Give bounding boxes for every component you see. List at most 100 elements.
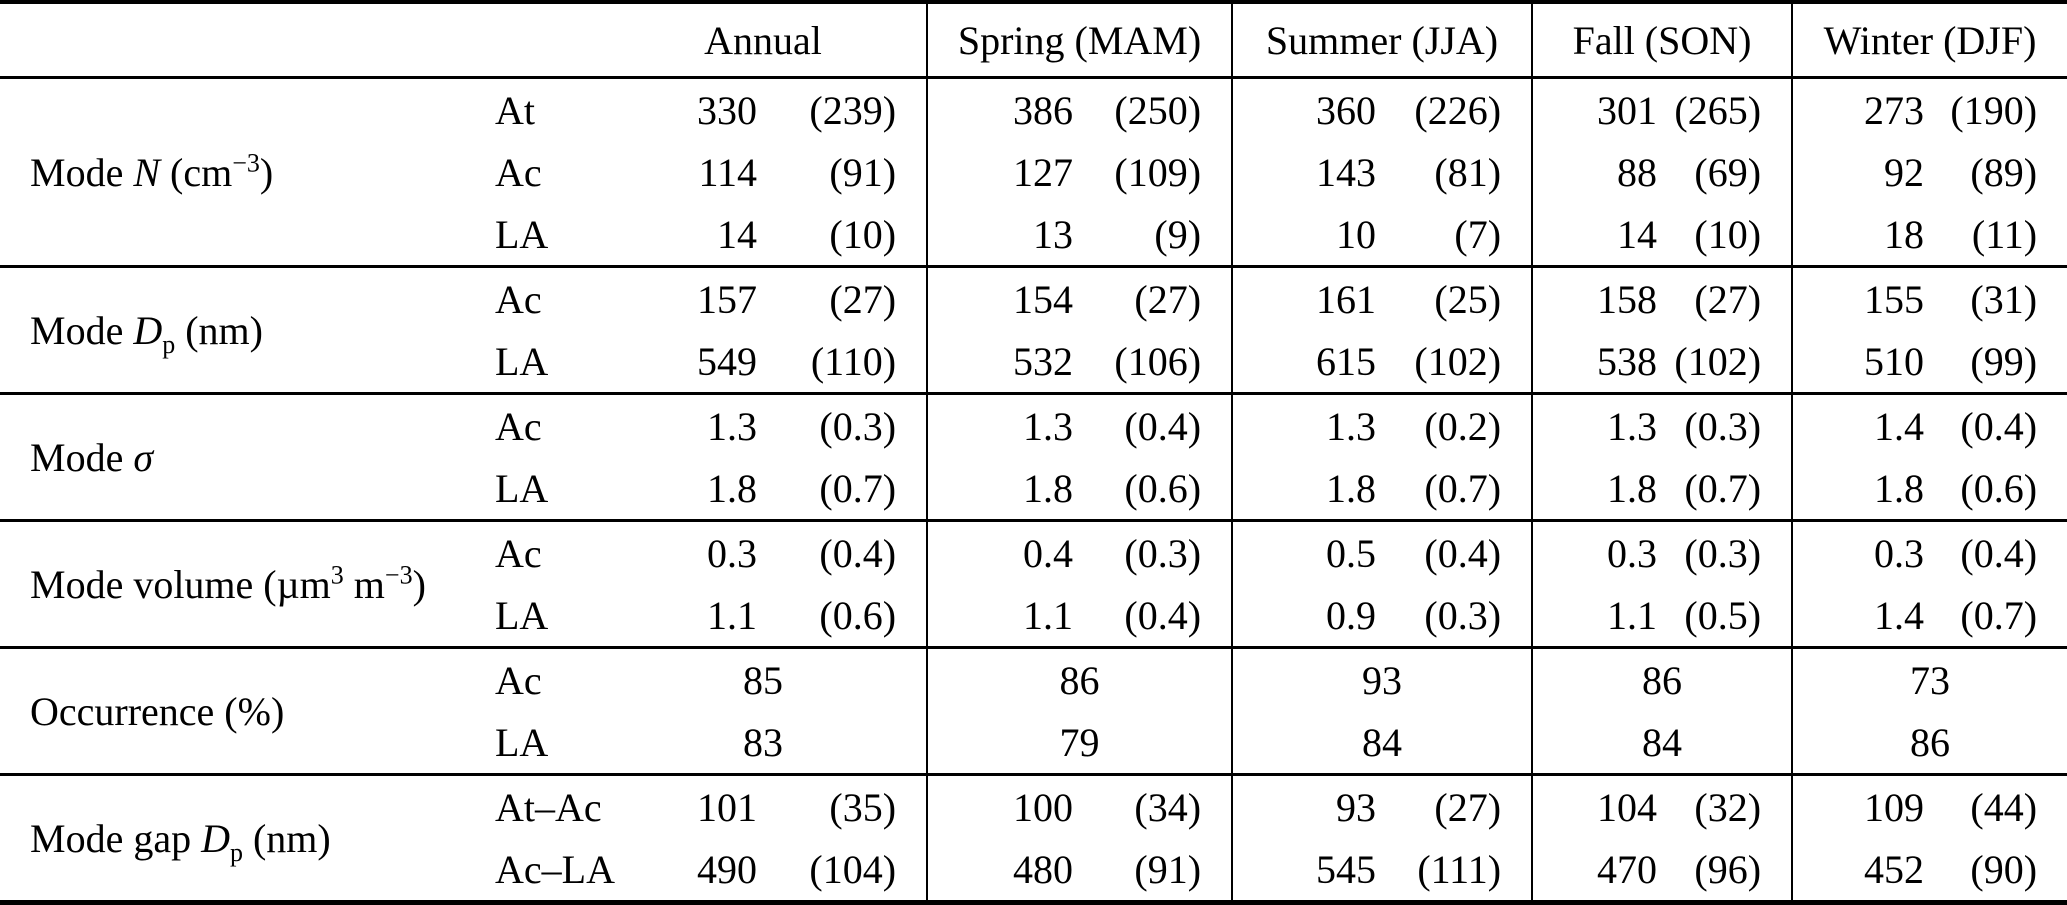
std-dev-cell-annual: (239) xyxy=(757,76,928,141)
std-dev-cell-fall: (69) xyxy=(1694,149,1762,195)
value-cell-summer: 1.3 xyxy=(1231,392,1377,457)
std-dev-cell-fall: (32) xyxy=(1657,773,1793,838)
table-body: Mode N (cm−3) At 330 (239) 386 (250) 360 (226) 3… xyxy=(0,76,2067,903)
std-dev-cell-summer: (226) xyxy=(1376,76,1533,141)
std-dev-cell-annual: (27) xyxy=(757,265,928,330)
std-dev-cell-annual: (0.3) xyxy=(757,392,928,457)
std-dev-cell-winter: (90) xyxy=(1970,846,2038,892)
column-header-winter: Winter (DJF) xyxy=(1791,2,2067,79)
value-cell-summer: 360 xyxy=(1231,76,1377,141)
mode-label: At–Ac xyxy=(475,773,602,838)
occurrence-cell-annual: 85 xyxy=(600,646,928,711)
std-dev-cell-fall: (96) xyxy=(1694,846,1762,892)
header-row: Annual Spring (MAM) Summer (JJA) Fall (SON)… xyxy=(0,2,2067,79)
row-group-label: Mode gap Dp (nm) xyxy=(0,773,475,903)
std-dev-cell-winter: (99) xyxy=(1970,338,2038,384)
table-row: LA 14 (10) 13 (9) 10 (7) 14 (10) 18 (11) xyxy=(0,203,2067,267)
value-cell-fall: 0.3 xyxy=(1531,519,1658,584)
table-row: LA 1.8 (0.7) 1.8 (0.6) 1.8 (0.7) 1.8 (0.7) 1.8 (0.… xyxy=(0,457,2067,521)
value-cell-spring: 1.8 xyxy=(926,457,1074,521)
std-dev-cell-summer: (111) xyxy=(1417,846,1502,892)
std-dev-cell-winter: (89) xyxy=(1970,149,2038,195)
value-cell-annual: 330 xyxy=(600,76,757,141)
occurrence-cell-summer: 93 xyxy=(1231,646,1533,711)
row-group-label: Mode volume (µm3 m−3) xyxy=(0,519,475,648)
std-dev-cell-winter: (190) xyxy=(1924,76,2067,141)
value-cell-spring: 532 xyxy=(926,330,1074,394)
std-dev-cell-summer: (0.7) xyxy=(1424,465,1502,511)
value-cell-spring: 127 xyxy=(926,141,1074,203)
mode-label: LA xyxy=(495,465,549,511)
value-cell-fall: 470 xyxy=(1531,838,1658,903)
header-empty-cell xyxy=(0,2,600,79)
mode-label: Ac xyxy=(475,392,600,457)
std-dev-cell-spring: (0.4) xyxy=(1073,392,1233,457)
row-group-label: Mode σ xyxy=(0,392,475,521)
std-dev-cell-spring: (0.3) xyxy=(1073,519,1233,584)
value-cell-spring: 1.3 xyxy=(926,392,1074,457)
std-dev-cell-annual: (0.4) xyxy=(757,519,928,584)
row-group-label: Occurrence (%) xyxy=(0,646,475,775)
std-dev-cell-spring: (250) xyxy=(1073,76,1233,141)
value-cell-fall: 301 xyxy=(1531,76,1658,141)
value-cell-winter: 0.3 xyxy=(1791,519,1925,584)
value-cell-winter: 510 xyxy=(1791,330,1925,394)
std-dev-cell-summer: (7) xyxy=(1454,211,1502,257)
value-cell-annual: 549 xyxy=(697,338,757,384)
std-dev-cell-summer: (81) xyxy=(1434,149,1502,195)
value-cell-summer: 143 xyxy=(1231,141,1377,203)
value-cell-summer: 93 xyxy=(1231,773,1377,838)
value-cell-winter: 1.4 xyxy=(1791,392,1925,457)
value-cell-summer: 615 xyxy=(1231,330,1377,394)
mode-label: Ac–LA xyxy=(495,846,615,892)
mode-label: Ac xyxy=(495,149,542,195)
value-cell-summer: 10 xyxy=(1231,203,1377,267)
column-header-spring: Spring (MAM) xyxy=(926,2,1233,79)
occurrence-cell-winter: 86 xyxy=(1791,711,2067,775)
value-cell-annual: 1.8 xyxy=(707,465,757,511)
std-dev-cell-spring: (106) xyxy=(1114,338,1202,384)
occurrence-cell-spring: 79 xyxy=(926,711,1233,775)
std-dev-cell-summer: (0.4) xyxy=(1376,519,1533,584)
std-dev-cell-annual: (110) xyxy=(810,338,897,384)
value-cell-winter: 92 xyxy=(1791,141,1925,203)
mode-label: LA xyxy=(495,592,549,638)
std-dev-cell-spring: (27) xyxy=(1073,265,1233,330)
value-cell-winter: 452 xyxy=(1791,838,1925,903)
value-cell-fall: 538 xyxy=(1531,330,1658,394)
value-cell-summer: 1.8 xyxy=(1231,457,1377,521)
table-row: Ac–LA 490 (104) 480 (91) 545 (111) 470 (96) 452 (9… xyxy=(0,838,2067,903)
value-cell-winter: 1.4 xyxy=(1791,584,1925,648)
value-cell-fall: 158 xyxy=(1531,265,1658,330)
table-row: LA 1.1 (0.6) 1.1 (0.4) 0.9 (0.3) 1.1 (0.5) 1.4 (0.… xyxy=(0,584,2067,648)
std-dev-cell-annual: (0.7) xyxy=(819,465,897,511)
occurrence-cell-annual: 83 xyxy=(743,719,783,765)
std-dev-cell-fall: (0.7) xyxy=(1684,465,1762,511)
mode-label: Ac xyxy=(475,519,600,584)
occurrence-cell-summer: 84 xyxy=(1231,711,1533,775)
value-cell-winter: 109 xyxy=(1791,773,1925,838)
value-cell-annual: 1.3 xyxy=(600,392,757,457)
table-row: Mode σ Ac 1.3 (0.3) 1.3 (0.4) 1.3 (0.2) 1.3 (0.3)… xyxy=(0,392,2067,521)
std-dev-cell-winter: (11) xyxy=(1971,211,2038,257)
std-dev-cell-fall: (0.5) xyxy=(1684,592,1762,638)
value-cell-spring: 386 xyxy=(926,76,1074,141)
occurrence-cell-fall: 84 xyxy=(1531,711,1793,775)
std-dev-cell-fall: (265) xyxy=(1657,76,1793,141)
value-cell-spring: 100 xyxy=(926,773,1074,838)
std-dev-cell-winter: (0.4) xyxy=(1924,392,2067,457)
std-dev-cell-winter: (31) xyxy=(1924,265,2067,330)
column-header-summer: Summer (JJA) xyxy=(1231,2,1533,79)
value-cell-summer: 0.5 xyxy=(1231,519,1377,584)
table-row: LA 549 (110) 532 (106) 615 (102) 538 (102) 510 (99… xyxy=(0,330,2067,394)
std-dev-cell-fall: (10) xyxy=(1694,211,1762,257)
value-cell-annual: 157 xyxy=(600,265,757,330)
value-cell-annual: 490 xyxy=(697,846,757,892)
std-dev-cell-winter: (0.7) xyxy=(1960,592,2038,638)
value-cell-spring: 480 xyxy=(926,838,1074,903)
table-row: Mode volume (µm3 m−3) Ac 0.3 (0.4) 0.4 (0.3) 0… xyxy=(0,519,2067,648)
table-row: Mode Dp (nm) Ac 157 (27) 154 (27) 161 (25) 158 (2… xyxy=(0,265,2067,394)
std-dev-cell-winter: (44) xyxy=(1924,773,2067,838)
value-cell-winter: 155 xyxy=(1791,265,1925,330)
